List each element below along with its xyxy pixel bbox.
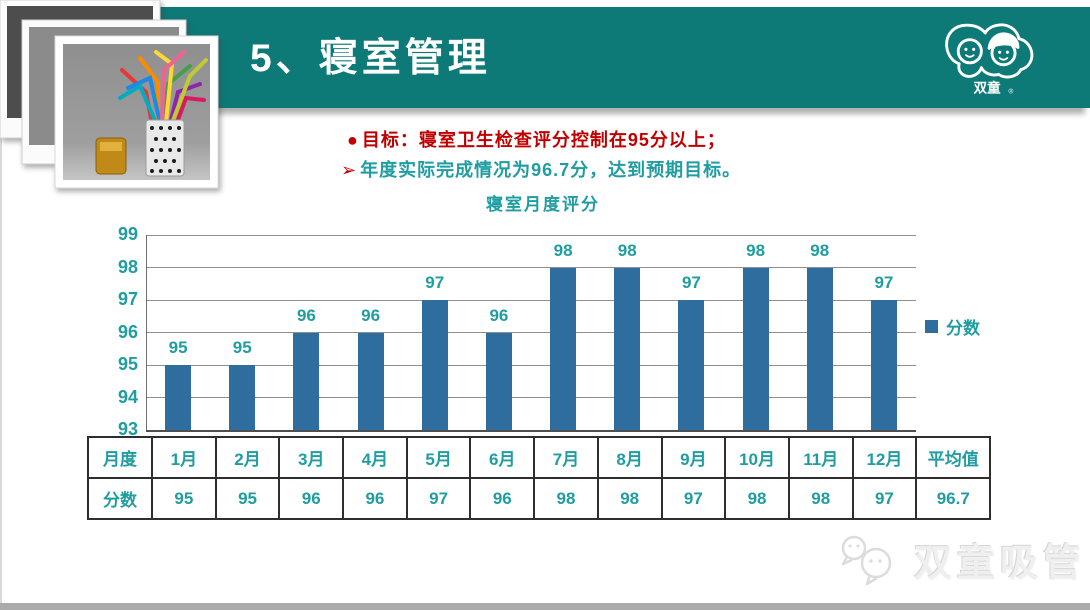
bar-value-label: 98	[553, 240, 573, 260]
month-header-cell: 6月	[471, 438, 536, 479]
bar-4月	[357, 332, 384, 430]
month-header-cell: 11月	[789, 438, 854, 479]
watermark-text: 双童吸管	[914, 543, 1087, 585]
logo-outline	[945, 23, 1034, 79]
bar-5月	[421, 300, 448, 430]
month-header-cell: 10月	[726, 438, 790, 479]
y-axis-label: 99	[117, 224, 138, 244]
chart-title: 寝室月度评分	[486, 195, 600, 214]
score-value-cell: 97	[853, 479, 918, 520]
bar-value-label: 98	[617, 240, 637, 260]
straws	[118, 50, 208, 127]
bar-value-label: 96	[489, 305, 509, 325]
month-header-cell: 1月	[153, 438, 217, 479]
month-header-cell: 12月	[853, 438, 918, 479]
score-value-cell: 98	[789, 479, 854, 520]
y-axis-line	[146, 235, 147, 430]
month-header-cell: 3月	[280, 438, 345, 479]
bar-3月	[293, 332, 320, 430]
bullet-result: ➢ 年度实际完成情况为96.7分，达到预期目标。	[341, 156, 741, 182]
score-value-cell: 97	[407, 479, 472, 520]
score-value-cell: 98	[598, 479, 663, 520]
straws-photo	[0, 0, 219, 189]
month-header-cell: 4月	[344, 438, 408, 479]
header-band	[0, 0, 1090, 130]
bar-2月	[229, 365, 256, 430]
score-value-cell: 96	[344, 479, 408, 520]
month-header-cell: 9月	[662, 438, 727, 479]
month-header-cell: 平均值	[917, 438, 992, 479]
score-value-cell: 分数	[89, 479, 153, 520]
bottom-bar	[0, 603, 1090, 610]
month-header-cell: 5月	[407, 438, 472, 479]
score-value-cell: 98	[726, 479, 790, 520]
score-value-cell: 98	[535, 479, 599, 520]
month-header-cell: 2月	[216, 438, 281, 479]
gridline	[146, 429, 916, 432]
bar-value-label: 98	[746, 240, 766, 260]
score-table: 月度 1月 2月 3月 4月 5月 6月 7月 8月 9月 10月 11月 12月 平均值 分数 95 95 96…	[87, 436, 992, 520]
month-header-cell: 月度	[89, 438, 153, 479]
y-axis-label: 98	[117, 256, 138, 277]
header-band-shape	[150, 7, 1090, 108]
score-value-cell: 96.7	[917, 479, 992, 520]
bar-7月	[550, 267, 577, 430]
logo-brand-text: 双童	[974, 80, 1001, 96]
amber-glass	[95, 137, 127, 175]
bar-value-label: 97	[681, 273, 701, 292]
result-text: 年度实际完成情况为96.7分，达到预期目标。	[360, 160, 742, 180]
bar-9月	[678, 300, 705, 430]
arrow-marker: ➢	[341, 160, 358, 180]
page-title: 5、寝室管理	[250, 37, 491, 80]
footer-watermark: 双童吸管	[834, 532, 1086, 587]
month-header-cell: 7月	[535, 438, 599, 479]
logo-registered-mark: ®	[1008, 88, 1013, 96]
dotted-cup	[145, 119, 185, 177]
y-axis-label: 97	[117, 289, 138, 309]
y-axis-label: 94	[117, 386, 138, 407]
gridline	[146, 364, 916, 366]
bar-value-label: 95	[232, 338, 252, 357]
goal-text: 目标：寝室卫生检查评分控制在95分以上；	[361, 130, 726, 150]
bar-8月	[614, 267, 641, 430]
bar-12月	[870, 300, 897, 430]
y-axis-label: 95	[117, 354, 138, 374]
month-header-cell: 8月	[598, 438, 663, 479]
score-value-cell: 96	[280, 479, 345, 520]
legend-label: 分数	[946, 319, 980, 338]
chart-legend: 分数	[925, 314, 980, 339]
score-value-cell: 97	[662, 479, 727, 520]
bar-value-label: 97	[425, 273, 445, 292]
gridline	[146, 397, 916, 398]
gridline	[146, 332, 916, 333]
photo-front-frame	[54, 35, 219, 189]
legend-swatch	[925, 320, 938, 333]
logo-girl-face	[956, 38, 983, 65]
gridline	[146, 299, 916, 301]
bar-value-label: 96	[361, 305, 381, 325]
score-value-cell: 95	[153, 479, 217, 520]
shuangtong-logo: 双童 ®	[945, 23, 1034, 96]
bar-1月	[165, 365, 192, 430]
wechat-icon	[841, 535, 892, 585]
score-value-cell: 96	[471, 479, 536, 520]
gridline	[146, 267, 916, 268]
bar-value-label: 98	[810, 240, 830, 260]
bar-6月	[485, 332, 512, 430]
logo-boy-face	[990, 40, 1017, 67]
bullet-goal: ● 目标：寝室卫生检查评分控制在95分以上；	[347, 126, 726, 152]
score-value-cell: 95	[216, 479, 281, 520]
bar-value-label: 97	[874, 273, 894, 292]
bar-10月	[742, 267, 769, 430]
bar-value-label: 95	[168, 338, 188, 357]
y-axis-label: 96	[117, 321, 138, 342]
bullet-dot: ●	[347, 130, 359, 150]
slide-left-edge	[0, 0, 2, 603]
bar-11月	[806, 267, 833, 430]
bar-value-label: 96	[296, 305, 316, 325]
y-axis-label: 93	[117, 419, 138, 439]
gridline	[146, 234, 916, 236]
